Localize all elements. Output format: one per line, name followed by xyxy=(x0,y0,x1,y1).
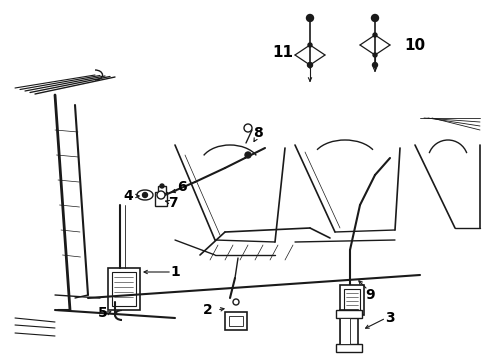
Circle shape xyxy=(244,124,252,132)
Text: 10: 10 xyxy=(404,37,425,53)
Bar xyxy=(155,192,167,206)
Circle shape xyxy=(245,152,251,158)
Text: 9: 9 xyxy=(365,288,375,302)
Text: 11: 11 xyxy=(272,45,294,59)
Bar xyxy=(340,318,350,344)
Text: 5: 5 xyxy=(98,306,108,320)
Bar xyxy=(340,285,364,315)
Bar xyxy=(344,289,360,311)
Bar xyxy=(108,268,140,310)
Circle shape xyxy=(143,193,147,198)
Circle shape xyxy=(373,33,377,37)
Circle shape xyxy=(160,184,164,188)
Circle shape xyxy=(233,299,239,305)
Bar xyxy=(229,316,243,326)
Text: 7: 7 xyxy=(168,196,178,210)
Circle shape xyxy=(308,63,313,68)
Circle shape xyxy=(371,14,378,22)
Circle shape xyxy=(373,53,377,57)
Circle shape xyxy=(157,191,165,199)
Text: 3: 3 xyxy=(385,311,395,325)
Text: 8: 8 xyxy=(253,126,263,140)
Text: 4: 4 xyxy=(123,189,133,203)
Circle shape xyxy=(308,63,312,67)
Bar xyxy=(336,310,362,318)
Bar xyxy=(158,186,166,193)
Bar xyxy=(112,272,136,306)
Circle shape xyxy=(372,63,377,68)
Bar xyxy=(336,344,362,352)
Text: 1: 1 xyxy=(170,265,180,279)
Circle shape xyxy=(307,14,314,22)
Bar xyxy=(340,310,358,352)
Circle shape xyxy=(308,43,312,47)
Text: 6: 6 xyxy=(177,180,187,194)
Bar xyxy=(225,312,247,330)
Text: 2: 2 xyxy=(203,303,213,317)
